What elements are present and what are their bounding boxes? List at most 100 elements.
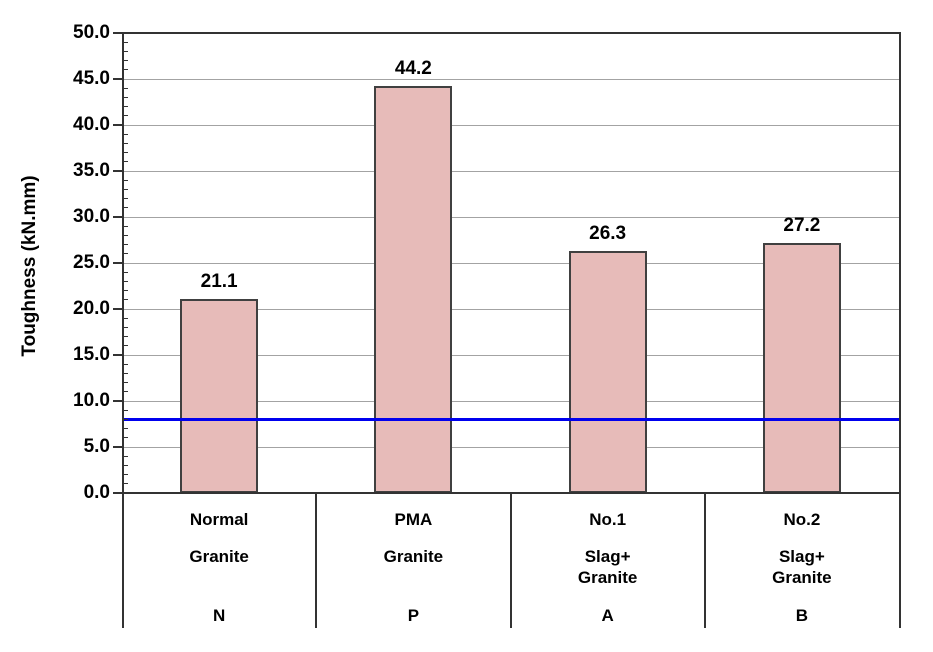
y-tick-label: 35.0 — [73, 160, 110, 181]
y-minor-tick — [123, 207, 128, 209]
category-material: Slag+ Granite — [577, 547, 638, 587]
category-code: P — [407, 606, 420, 625]
y-gridline — [122, 354, 899, 356]
y-minor-tick — [123, 317, 128, 319]
y-minor-tick — [123, 253, 128, 255]
y-gridline — [122, 262, 899, 264]
y-gridline — [122, 446, 899, 448]
y-minor-tick — [123, 464, 128, 466]
category-label: Normal Granite N — [122, 495, 316, 630]
y-minor-tick — [123, 336, 128, 338]
reference-line — [122, 417, 899, 421]
bar-value-label: 21.1 — [200, 270, 238, 292]
y-axis-line — [122, 32, 124, 628]
y-minor-tick — [123, 437, 128, 439]
y-minor-tick — [123, 428, 128, 430]
y-minor-tick — [123, 152, 128, 154]
y-tick-label: 45.0 — [73, 68, 110, 89]
y-minor-tick — [123, 161, 128, 163]
y-minor-tick — [123, 271, 128, 273]
bar — [568, 251, 647, 493]
y-tick-label: 0.0 — [83, 482, 110, 503]
y-minor-tick — [123, 69, 128, 71]
y-minor-tick — [123, 455, 128, 457]
y-minor-tick — [123, 60, 128, 62]
bar — [180, 298, 259, 493]
y-major-tick — [113, 262, 122, 264]
bar — [374, 86, 453, 493]
category-material: Slag+ Granite — [772, 547, 832, 587]
y-minor-tick — [123, 363, 128, 365]
y-minor-tick — [123, 142, 128, 144]
y-minor-tick — [123, 106, 128, 108]
y-major-tick — [113, 124, 122, 126]
category-label: No.1 Slag+ Granite A — [511, 495, 705, 630]
bar-value-label: 27.2 — [783, 214, 821, 236]
y-tick-label: 15.0 — [73, 344, 110, 365]
y-major-tick — [113, 354, 122, 356]
y-minor-tick — [123, 474, 128, 476]
y-major-tick — [113, 308, 122, 310]
y-tick-label: 50.0 — [73, 22, 110, 43]
category-material: Granite — [383, 547, 444, 566]
y-tick-label: 25.0 — [73, 252, 110, 273]
y-minor-tick — [123, 96, 128, 98]
y-tick-label: 5.0 — [83, 436, 110, 457]
category-material: Granite — [189, 547, 249, 566]
category-label: PMA Granite P — [316, 495, 510, 630]
category-name: No.2 — [783, 510, 821, 529]
y-tick-label: 40.0 — [73, 114, 110, 135]
category-separator — [703, 493, 706, 628]
plot-border-right — [899, 32, 901, 628]
bar — [762, 242, 841, 493]
y-tick-label: 10.0 — [73, 390, 110, 411]
y-major-tick — [113, 78, 122, 80]
category-separator — [315, 493, 318, 628]
y-gridline — [122, 124, 899, 126]
y-gridline — [122, 308, 899, 310]
x-axis-line — [113, 492, 901, 494]
y-minor-tick — [123, 41, 128, 43]
bar-value-label: 44.2 — [394, 58, 432, 80]
y-gridline — [122, 216, 899, 218]
y-minor-tick — [123, 409, 128, 411]
y-minor-tick — [123, 382, 128, 384]
y-minor-tick — [123, 418, 128, 420]
y-major-tick — [113, 400, 122, 402]
bar-value-label: 26.3 — [589, 223, 627, 245]
y-major-tick — [113, 216, 122, 218]
y-minor-tick — [123, 345, 128, 347]
plot-border-top — [122, 32, 901, 34]
category-label: No.2 Slag+ Granite B — [705, 495, 899, 630]
y-tick-label: 20.0 — [73, 298, 110, 319]
category-name: PMA — [394, 510, 433, 529]
y-gridline — [122, 170, 899, 172]
category-name: No.1 — [589, 510, 627, 529]
category-code: B — [795, 606, 809, 625]
y-gridline — [122, 400, 899, 402]
y-minor-tick — [123, 87, 128, 89]
y-major-tick — [113, 170, 122, 172]
y-minor-tick — [123, 326, 128, 328]
y-minor-tick — [123, 133, 128, 135]
category-code: N — [212, 606, 226, 625]
y-major-tick — [113, 32, 122, 34]
y-minor-tick — [123, 290, 128, 292]
y-minor-tick — [123, 299, 128, 301]
y-minor-tick — [123, 188, 128, 190]
y-minor-tick — [123, 198, 128, 200]
y-minor-tick — [123, 280, 128, 282]
category-code: A — [601, 606, 614, 625]
y-minor-tick — [123, 115, 128, 117]
y-minor-tick — [123, 225, 128, 227]
y-minor-tick — [123, 483, 128, 485]
y-minor-tick — [123, 391, 128, 393]
y-tick-label: 30.0 — [73, 206, 110, 227]
y-major-tick — [113, 446, 122, 448]
y-minor-tick — [123, 179, 128, 181]
y-minor-tick — [123, 50, 128, 52]
y-minor-tick — [123, 372, 128, 374]
y-gridline — [122, 78, 899, 80]
y-minor-tick — [123, 244, 128, 246]
